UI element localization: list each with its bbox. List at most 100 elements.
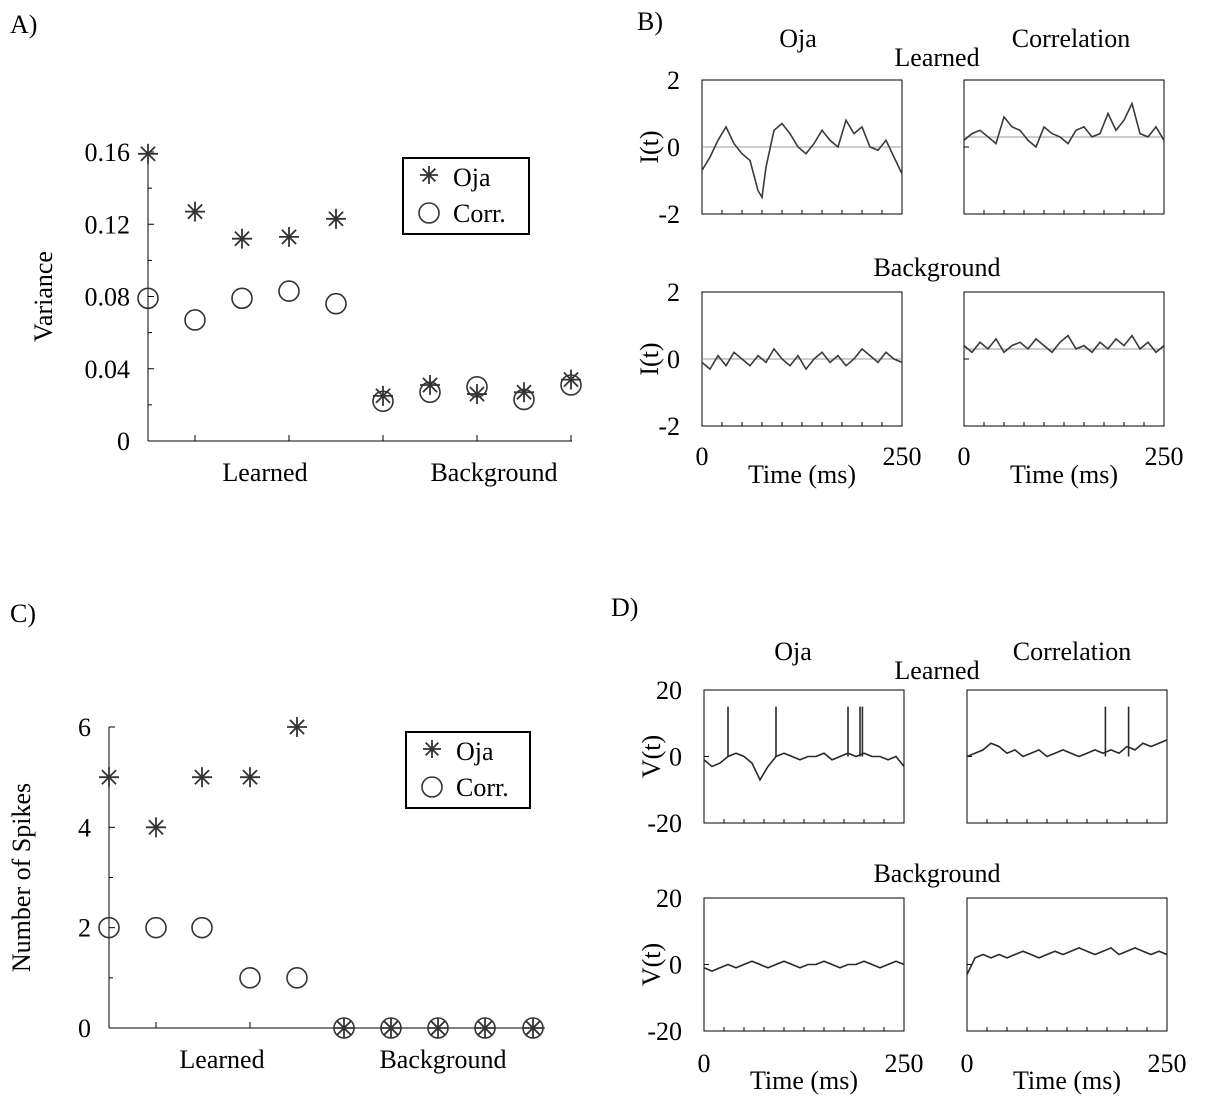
data-point-asterisk-stroke xyxy=(430,1020,446,1036)
data-point-circle xyxy=(380,1017,402,1039)
data-point-circle xyxy=(474,1017,496,1039)
series-line xyxy=(701,347,903,371)
data-point-asterisk-stroke xyxy=(281,229,297,245)
x-tick-label: 250 xyxy=(883,442,922,471)
data-point-asterisk xyxy=(240,767,260,788)
legend-asterisk-icon xyxy=(423,740,441,758)
panel-c-plot: 0 2 4 6 Number of Spikes Learned Background Oja… xyxy=(7,713,545,1074)
panel-b-row2-title: Background xyxy=(873,253,1000,282)
data-point-circle xyxy=(419,381,441,404)
data-point-circle xyxy=(513,388,535,411)
series-line xyxy=(966,739,1168,758)
data-point-asterisk xyxy=(99,767,119,788)
panel-c-label: C) xyxy=(10,599,36,628)
x-tick-label: 0 xyxy=(696,442,709,471)
y-tick-label: 0 xyxy=(669,951,682,980)
data-point-circle xyxy=(325,292,347,315)
plot-frame xyxy=(966,897,1168,1032)
data-point-asterisk-stroke xyxy=(234,230,250,247)
legend-circle-icon xyxy=(418,202,440,224)
y-tick-label: 0 xyxy=(669,743,682,772)
panel-a: A) 0 0.04 0.08 0.12 0.16 Variance Learned Backg… xyxy=(10,10,582,487)
data-point-asterisk-stroke xyxy=(477,1020,493,1036)
legend: Oja Corr. xyxy=(405,731,531,809)
x-axis-label: Time (ms) xyxy=(1010,460,1118,489)
data-point-asterisk xyxy=(192,767,212,788)
x-tick-label: 0 xyxy=(698,1049,711,1078)
data-point-circle xyxy=(333,1017,355,1039)
y-tick-label: 2 xyxy=(667,66,680,95)
group-label: Background xyxy=(430,458,557,487)
x-tick-label: 250 xyxy=(1148,1049,1187,1078)
y-tick-label: 0.04 xyxy=(85,355,131,384)
panel-d-row1-title: Learned xyxy=(894,656,979,685)
data-point-asterisk xyxy=(373,385,393,406)
legend-circle-icon xyxy=(421,776,443,798)
panel-b-label: B) xyxy=(637,7,663,36)
panel-b-right-title: Correlation xyxy=(1012,24,1130,53)
data-point-circle xyxy=(278,280,300,302)
series-line xyxy=(963,101,1165,149)
data-point-asterisk-stroke xyxy=(383,1020,399,1036)
y-tick-label: 20 xyxy=(656,884,682,913)
y-tick-label: 0.16 xyxy=(85,138,131,167)
subplot: -2 0 2 I(t) xyxy=(635,66,903,229)
data-point-asterisk-stroke xyxy=(194,769,210,785)
data-point-asterisk xyxy=(146,817,166,838)
data-point-asterisk xyxy=(279,226,299,247)
series-line xyxy=(703,752,905,782)
data-point-asterisk xyxy=(232,228,252,249)
data-point-asterisk-stroke xyxy=(242,769,258,785)
series-line xyxy=(963,334,1165,354)
data-point-circle xyxy=(98,916,120,939)
y-tick-label: 0 xyxy=(667,345,680,374)
subplot: -20 0 20 V(t) xyxy=(637,676,905,838)
series-line xyxy=(701,118,903,200)
legend-entry: Oja xyxy=(456,737,494,766)
y-tick-label: 0.08 xyxy=(85,283,131,312)
group-label: Learned xyxy=(179,1045,264,1074)
plot-frame xyxy=(963,79,1165,215)
subplot xyxy=(966,689,1168,824)
legend-entry: Oja xyxy=(453,163,491,192)
data-point-asterisk xyxy=(287,717,307,737)
panel-d-right-title: Correlation xyxy=(1013,637,1131,666)
x-axis-label: Time (ms) xyxy=(748,460,856,489)
y-axis-label: I(t) xyxy=(635,130,664,163)
data-point-circle xyxy=(191,916,213,939)
data-point-asterisk-stroke xyxy=(140,146,156,162)
data-point-circle xyxy=(560,374,582,396)
data-point-asterisk-stroke xyxy=(187,203,203,220)
y-axis-label: V(t) xyxy=(637,735,666,778)
panel-b-row1-title: Learned xyxy=(894,43,979,72)
series-line xyxy=(966,946,1168,975)
data-point-circle xyxy=(137,287,159,310)
y-tick-label: 20 xyxy=(656,676,682,705)
data-point-circle xyxy=(184,309,206,331)
plot-frame xyxy=(963,291,1165,427)
panel-d-label: D) xyxy=(611,593,638,622)
legend-asterisk-icon xyxy=(420,166,438,184)
data-point-asterisk-stroke xyxy=(469,386,485,402)
data-point-asterisk-stroke xyxy=(422,377,438,393)
data-point-circle xyxy=(239,967,261,989)
data-point-asterisk xyxy=(185,201,205,222)
data-point-asterisk-stroke xyxy=(148,819,164,836)
data-point-asterisk xyxy=(138,143,158,164)
series-line xyxy=(703,960,905,972)
y-tick-label: -20 xyxy=(647,809,682,838)
data-point-circle xyxy=(522,1017,544,1039)
x-tick-label: 0 xyxy=(958,442,971,471)
data-point-asterisk-stroke xyxy=(516,384,532,400)
data-point-asterisk-stroke xyxy=(525,1020,541,1036)
data-point-asterisk-stroke xyxy=(328,211,344,227)
y-tick-label: 6 xyxy=(78,713,91,742)
panel-b: B) Oja Correlation Learned Background -2… xyxy=(635,7,1184,489)
legend-entry: Corr. xyxy=(453,199,506,228)
panel-b-left-title: Oja xyxy=(779,24,817,53)
y-axis-label: Number of Spikes xyxy=(7,783,36,972)
subplot: 0 250 Time (ms) xyxy=(961,897,1187,1095)
